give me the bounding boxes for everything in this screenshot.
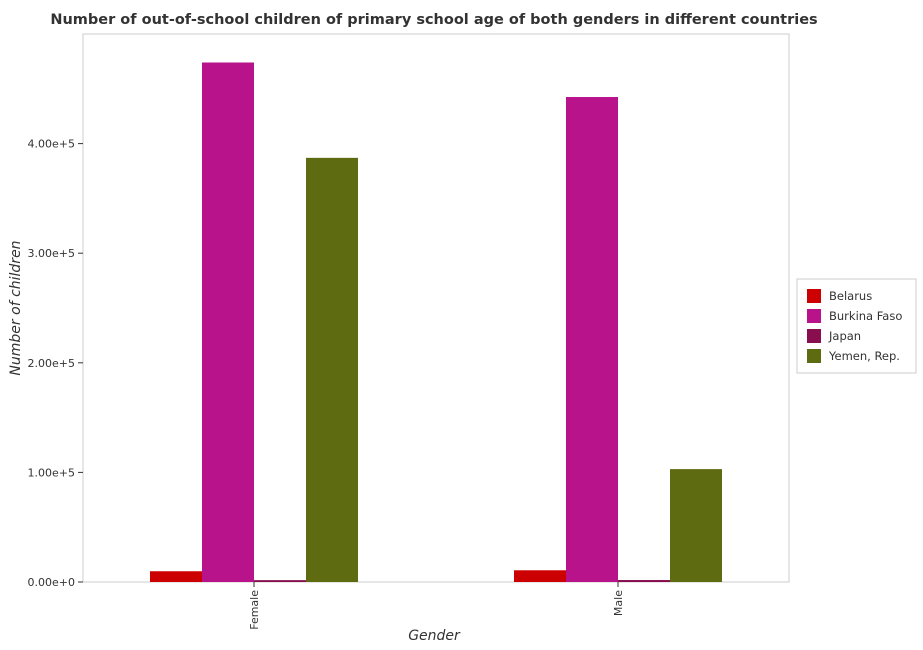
x-tick-label: Male (612, 590, 625, 616)
y-axis-label: Number of children (8, 240, 24, 375)
bar-male-belarus (514, 570, 566, 582)
x-axis-label: Gender (408, 628, 461, 644)
bar-female-burkina-faso (202, 62, 254, 583)
bar-female-yemen-rep- (306, 157, 358, 582)
plot-area (82, 33, 790, 583)
bar-male-yemen-rep- (670, 469, 722, 582)
legend-swatch (807, 289, 821, 303)
x-axis: Female Male (248, 582, 625, 630)
legend-label: Burkina Faso (829, 309, 902, 323)
x-tick-label: Female (248, 590, 261, 630)
legend-swatch (807, 329, 821, 343)
y-tick-label: 0.00e+0 (28, 576, 75, 589)
bar-male-burkina-faso (566, 97, 618, 583)
y-axis: 0.00e+0 1.00e+5 2.00e+5 3.00e+5 4.00e+5 (28, 138, 83, 589)
y-tick-label: 1.00e+5 (28, 466, 75, 479)
bar-male-japan (618, 580, 670, 582)
bar-female-japan (254, 580, 306, 582)
bars (150, 62, 722, 583)
bar-female-belarus (150, 571, 202, 582)
legend-swatch (807, 309, 821, 323)
chart-title: Number of out-of-school children of prim… (50, 12, 817, 28)
legend: Belarus Burkina Faso Japan Yemen, Rep. (796, 278, 917, 374)
y-tick-label: 2.00e+5 (28, 357, 75, 370)
y-tick-label: 3.00e+5 (28, 247, 75, 260)
legend-swatch (807, 349, 821, 363)
legend-label: Belarus (829, 289, 872, 303)
legend-label: Japan (828, 329, 861, 343)
legend-label: Yemen, Rep. (828, 349, 900, 363)
y-tick-label: 4.00e+5 (28, 138, 75, 151)
